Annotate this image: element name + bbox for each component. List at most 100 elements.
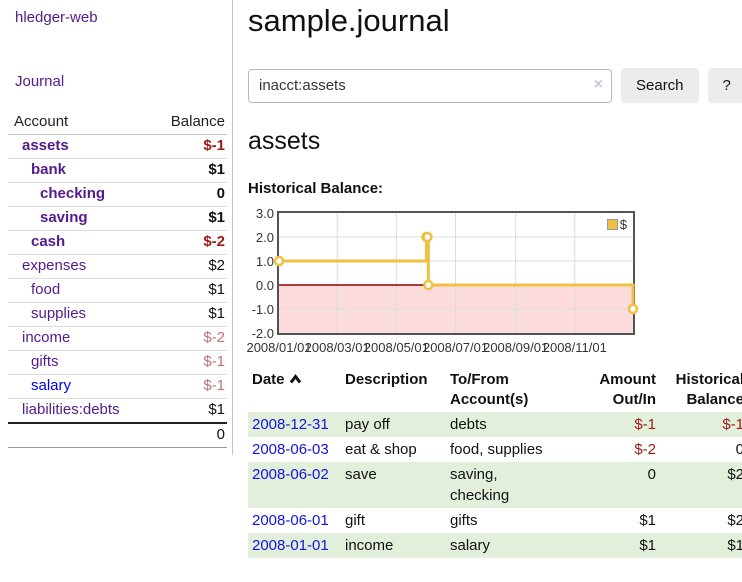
account-row: gifts $-1 — [8, 350, 227, 375]
account-link[interactable]: supplies — [31, 305, 87, 322]
account-row: assets $-1 — [8, 134, 227, 159]
transaction-date-link[interactable]: 2008-06-02 — [252, 466, 329, 483]
account-link[interactable]: food — [31, 281, 61, 298]
y-axis-tick-label: 2.0 — [255, 230, 274, 245]
account-link[interactable]: bank — [31, 161, 67, 178]
chart-legend: $ — [606, 217, 627, 232]
account-row: expenses $2 — [8, 254, 227, 279]
transaction-description: income — [345, 537, 394, 554]
account-row: checking 0 — [8, 182, 227, 207]
x-axis-tick-label: 2008/01/01 — [246, 340, 312, 355]
account-balance: $2 — [146, 254, 227, 279]
account-link[interactable]: expenses — [22, 257, 87, 274]
account-link[interactable]: saving — [40, 209, 88, 226]
account-balance: $-2 — [146, 230, 227, 255]
account-row: cash $-2 — [8, 230, 227, 255]
transaction-accounts: debts — [450, 416, 487, 433]
y-axis-tick-label: 3.0 — [255, 206, 274, 221]
transaction-accounts: gifts — [450, 512, 478, 529]
description-column-header: Description — [345, 371, 428, 388]
y-axis-tick-label: 1.0 — [255, 254, 274, 269]
transaction-row: 2008-06-01 gift gifts $1 $2 — [248, 508, 742, 533]
x-axis-tick-label: 2008/11/01 — [542, 340, 607, 355]
date-column-header[interactable]: Date — [248, 367, 345, 412]
transaction-balance: 0 — [735, 441, 742, 458]
page-title: sample.journal — [248, 3, 450, 38]
transaction-description: eat & shop — [345, 441, 417, 458]
account-balance: $-1 — [146, 374, 227, 399]
accounts-total-value: 0 — [146, 422, 227, 448]
transaction-amount: 0 — [647, 466, 656, 483]
account-balance: $-1 — [146, 134, 227, 159]
account-row: bank $1 — [8, 158, 227, 183]
main-content: sample.journal × Search ? assets Histori… — [233, 0, 742, 558]
account-link[interactable]: income — [22, 329, 71, 346]
account-balance: $-1 — [146, 350, 227, 375]
page: hledger-web Journal Account Balance asse… — [8, 0, 742, 558]
help-button[interactable]: ? — [707, 68, 742, 103]
account-balance: $1 — [146, 206, 227, 231]
account-column-header: Account — [8, 111, 146, 135]
x-axis-tick-label: 2008/03/01 — [304, 340, 370, 355]
balance-column-header-register: Historical Balance — [675, 371, 742, 408]
transaction-accounts: saving, checking — [450, 466, 510, 504]
account-link[interactable]: checking — [40, 185, 106, 202]
account-link[interactable]: liabilities:debts — [22, 401, 120, 418]
transaction-row: 2008-06-02 save saving, checking 0 $2 — [248, 462, 742, 508]
chart-title: Historical Balance: — [248, 180, 384, 197]
accounts-column-header: To/From Account(s) — [450, 371, 529, 408]
account-row: saving $1 — [8, 206, 227, 231]
x-axis-tick-label: 2008/05/01 — [363, 340, 429, 355]
app-title-link[interactable]: hledger-web — [15, 9, 98, 26]
account-link[interactable]: salary — [31, 377, 72, 394]
accounts-table-header: Account Balance — [8, 111, 227, 135]
search-button[interactable]: Search — [621, 68, 699, 103]
transaction-description: save — [345, 466, 377, 483]
register-header-row: Date Description To/From Account(s) Amoun… — [248, 367, 742, 412]
account-balance: $1 — [146, 278, 227, 303]
account-link[interactable]: cash — [31, 233, 66, 250]
amount-column-header: Amount Out/In — [599, 371, 656, 408]
account-link[interactable]: assets — [22, 137, 69, 154]
transaction-date-link[interactable]: 2008-12-31 — [252, 416, 329, 433]
transaction-amount: $-1 — [634, 416, 656, 433]
x-axis-tick-label: 2008/07/01 — [422, 340, 489, 355]
transaction-row: 2008-06-03 eat & shop food, supplies $-2 0 — [248, 437, 742, 462]
y-axis-tick-label: -1.0 — [251, 302, 274, 317]
chart-canvas — [273, 213, 639, 333]
transaction-balance: $-1 — [722, 416, 742, 433]
account-row: income $-2 — [8, 326, 227, 351]
account-balance: $-2 — [146, 326, 227, 351]
transaction-row: 2008-01-01 income salary $1 $1 — [248, 533, 742, 558]
search-input[interactable] — [248, 68, 612, 103]
accounts-total-row: 0 — [8, 422, 227, 448]
account-link[interactable]: gifts — [31, 353, 59, 370]
x-axis-tick-label: 2008/09/01 — [483, 340, 549, 355]
y-axis-tick-label: -2.0 — [251, 326, 274, 341]
transaction-date-link[interactable]: 2008-06-01 — [252, 512, 329, 529]
account-balance: $1 — [146, 302, 227, 327]
account-row: salary $-1 — [8, 374, 227, 399]
chart-plot-area: $ — [273, 211, 639, 335]
transaction-date-link[interactable]: 2008-01-01 — [252, 537, 329, 554]
sidebar-item-journal[interactable]: Journal — [15, 73, 65, 90]
account-row: liabilities:debts $1 — [8, 398, 227, 424]
search-bar: × Search ? — [248, 68, 742, 103]
legend-label: $ — [619, 217, 627, 232]
transaction-amount: $1 — [639, 537, 656, 554]
transaction-date-link[interactable]: 2008-06-03 — [252, 441, 329, 458]
transaction-balance: $2 — [727, 512, 742, 529]
clear-search-icon[interactable]: × — [593, 75, 603, 93]
account-row: supplies $1 — [8, 302, 227, 327]
account-balance: $1 — [146, 398, 227, 424]
transaction-balance: $2 — [727, 466, 742, 483]
transaction-amount: $1 — [639, 512, 656, 529]
account-balance: 0 — [146, 182, 227, 207]
transaction-description: pay off — [345, 416, 390, 433]
account-balance: $1 — [146, 158, 227, 183]
y-axis-tick-label: 0.0 — [255, 278, 274, 293]
account-row: food $1 — [8, 278, 227, 303]
transaction-amount: $-2 — [634, 441, 656, 458]
transaction-balance: $1 — [727, 537, 742, 554]
balance-column-header: Balance — [146, 111, 227, 135]
